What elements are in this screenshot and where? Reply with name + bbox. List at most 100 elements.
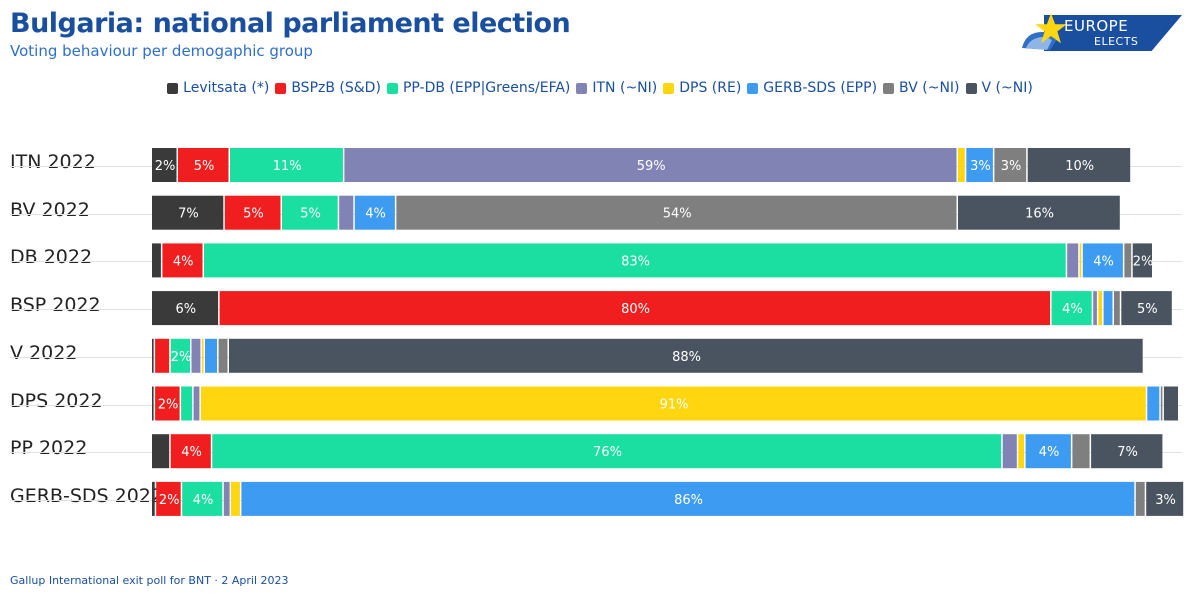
bar-bsp-2022-v-ni [1121,291,1172,326]
data-label-dps-2022-bspzb-s-d: 2% [158,398,179,413]
row-label-v-2022: V 2022 [10,341,78,364]
row-label-pp-2022: PP 2022 [10,437,88,460]
data-label-pp-2022-gerb-sds-epp: 4% [1039,445,1060,460]
data-label-bsp-2022-bspzb-s-d: 80% [621,302,650,317]
bar-gerb-sds-2022-bv-ni [1135,481,1145,516]
bar-pp-2022-dps-re [1018,434,1025,469]
bar-bv-2022-v-ni [958,195,1120,230]
bar-gerb-sds-2022-dps-re [231,481,240,516]
bar-bsp-2022-levitsata [152,291,219,326]
data-label-itn-2022-v-ni: 10% [1065,159,1094,174]
data-label-v-2022-pp-db-epp-greens-efa: 2% [171,350,192,365]
legend-item-gerb-sds-epp: GERB-SDS (EPP) [747,80,877,96]
bar-db-2022-gerb-sds-epp [1082,243,1123,278]
data-label-itn-2022-gerb-sds-epp: 3% [970,159,991,174]
bar-itn-2022-itn-ni [344,148,957,182]
legend-swatch [883,82,895,94]
bar-pp-2022-v-ni [1091,434,1163,469]
legend-label: PP-DB (EPP|Greens/EFA) [402,80,571,96]
bar-itn-2022-gerb-sds-epp [966,148,993,182]
bar-pp-2022-levitsata [152,434,170,469]
bar-dps-2022-levitsata [152,386,154,421]
data-label-bv-2022-gerb-sds-epp: 4% [365,207,386,222]
logo-text-elects: ELECTS [1094,35,1139,48]
row-label-bv-2022: BV 2022 [10,198,90,221]
bar-v-2022-levitsata [152,338,154,373]
bar-db-2022-bv-ni [1124,243,1132,278]
bar-v-2022-gerb-sds-epp [205,338,217,373]
chart-title: Bulgaria: national parliament election [10,8,571,39]
star-icon [1035,13,1067,44]
data-label-v-2022-v-ni: 88% [672,350,701,365]
bar-v-2022-bv-ni [218,338,228,373]
legend-label: GERB-SDS (EPP) [763,80,878,96]
bar-pp-2022-bv-ni [1072,434,1090,469]
bar-db-2022-dps-re [1079,243,1082,278]
bar-bv-2022-gerb-sds-epp [354,195,395,230]
bar-bv-2022-bv-ni [396,195,957,230]
legend-label: BSPzB (S&D) [291,80,381,96]
legend-label: BV (~NI) [899,80,960,96]
bar-bv-2022-bspzb-s-d [224,195,281,230]
legend-swatch [747,82,759,94]
data-label-db-2022-pp-db-epp-greens-efa: 83% [621,254,650,269]
legend-item-itn-ni: ITN (~NI) [576,80,657,96]
bar-pp-2022-gerb-sds-epp [1025,434,1071,469]
bar-dps-2022-v-ni [1163,386,1178,421]
bar-itn-2022-pp-db-epp-greens-efa [230,148,343,182]
bar-dps-2022-itn-ni [193,386,200,421]
chart-legend: Levitsata (*) BSPzB (S&D) PP-DB (EPP|Green… [0,80,1200,96]
bar-dps-2022-dps-re [200,386,1146,421]
bar-itn-2022-v-ni [1027,148,1131,182]
data-label-itn-2022-itn-ni: 59% [637,159,666,174]
bar-bsp-2022-gerb-sds-epp [1103,291,1113,326]
legend-label: V (~NI) [981,80,1033,96]
data-label-itn-2022-bv-ni: 3% [1001,159,1022,174]
legend-item-v-ni: V (~NI) [965,80,1033,96]
row-label-bsp-2022: BSP 2022 [10,294,101,317]
bar-v-2022-v-ni [229,338,1143,373]
bar-gerb-sds-2022-gerb-sds-epp [241,481,1135,516]
bar-pp-2022-bspzb-s-d [170,434,211,469]
legend-label: ITN (~NI) [592,80,658,96]
data-label-db-2022-v-ni: 2% [1133,254,1154,269]
bar-itn-2022-bspzb-s-d [178,148,229,182]
legend-item-bv-ni: BV (~NI) [883,80,960,96]
data-label-bv-2022-bv-ni: 54% [663,207,692,222]
row-label-db-2022: DB 2022 [10,246,93,269]
logo-text-europe: EUROPE [1064,17,1129,35]
legend-label: DPS (RE) [679,80,742,96]
data-label-dps-2022-dps-re: 91% [660,398,689,413]
data-label-bv-2022-pp-db-epp-greens-efa: 5% [300,207,321,222]
legend-swatch [663,82,675,94]
bar-bsp-2022-itn-ni [1093,291,1097,326]
bar-bv-2022-itn-ni [339,195,354,230]
data-label-pp-2022-v-ni: 7% [1117,445,1138,460]
row-label-dps-2022: DPS 2022 [10,389,103,412]
data-label-itn-2022-bspzb-s-d: 5% [194,159,215,174]
bar-dps-2022-bv-ni [1160,386,1163,421]
legend-item-levitsata: Levitsata (*) [167,80,269,96]
legend-item-pp-db-epp-greens-efa: PP-DB (EPP|Greens/EFA) [386,80,571,96]
data-label-bv-2022-bspzb-s-d: 5% [243,207,264,222]
bar-bv-2022-levitsata [152,195,224,230]
data-label-gerb-sds-2022-bspzb-s-d: 2% [159,493,180,508]
bar-dps-2022-gerb-sds-epp [1147,386,1160,421]
data-label-gerb-sds-2022-v-ni: 3% [1155,493,1176,508]
legend-swatch [386,82,398,94]
data-label-bv-2022-levitsata: 7% [178,207,199,222]
bar-gerb-sds-2022-pp-db-epp-greens-efa [182,481,223,516]
bar-db-2022-levitsata [152,243,161,278]
bar-bv-2022-pp-db-epp-greens-efa [282,195,338,230]
data-label-db-2022-gerb-sds-epp: 4% [1093,254,1114,269]
bar-gerb-sds-2022-itn-ni [223,481,230,516]
bar-db-2022-pp-db-epp-greens-efa [204,243,1066,278]
data-label-itn-2022-levitsata: 2% [155,159,176,174]
row-label-gerb-sds-2022: GERB-SDS 2022 [10,484,163,507]
legend-swatch [275,82,287,94]
bar-db-2022-itn-ni [1067,243,1079,278]
legend-swatch [965,82,977,94]
bar-db-2022-v-ni [1132,243,1152,278]
bar-itn-2022-bv-ni [994,148,1027,182]
